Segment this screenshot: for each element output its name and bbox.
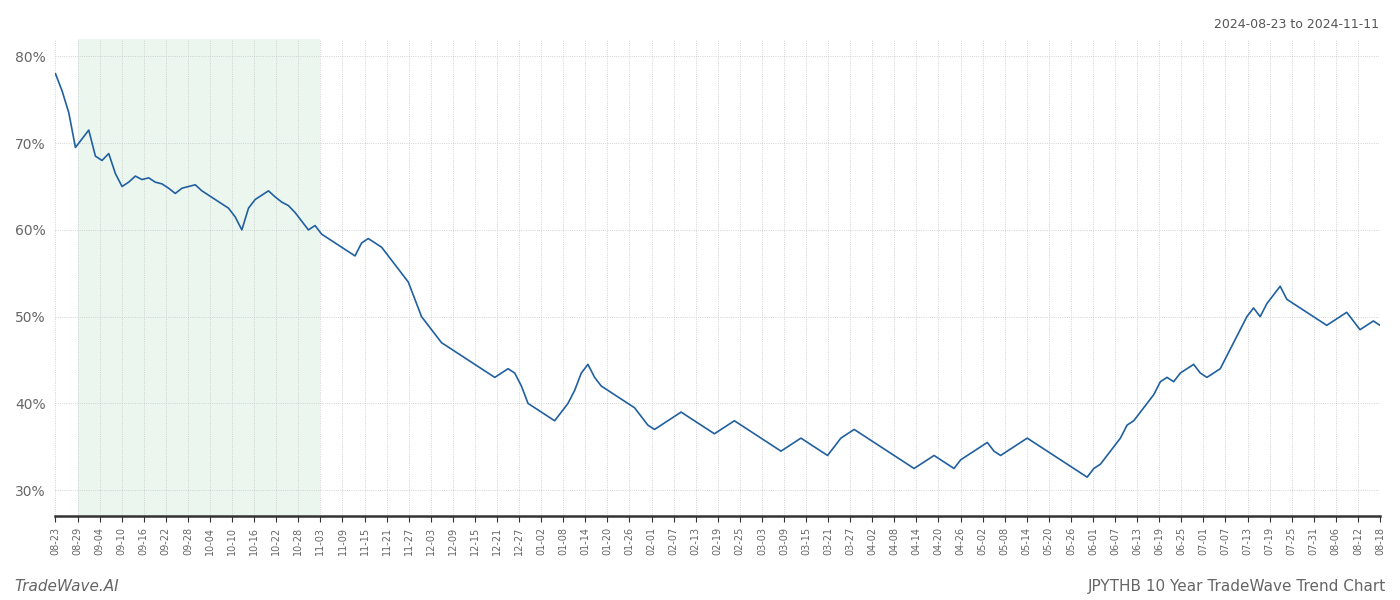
Text: TradeWave.AI: TradeWave.AI [14,579,119,594]
Bar [77,39,321,516]
Text: 2024-08-23 to 2024-11-11: 2024-08-23 to 2024-11-11 [1214,18,1379,31]
Text: JPYTHB 10 Year TradeWave Trend Chart: JPYTHB 10 Year TradeWave Trend Chart [1088,579,1386,594]
